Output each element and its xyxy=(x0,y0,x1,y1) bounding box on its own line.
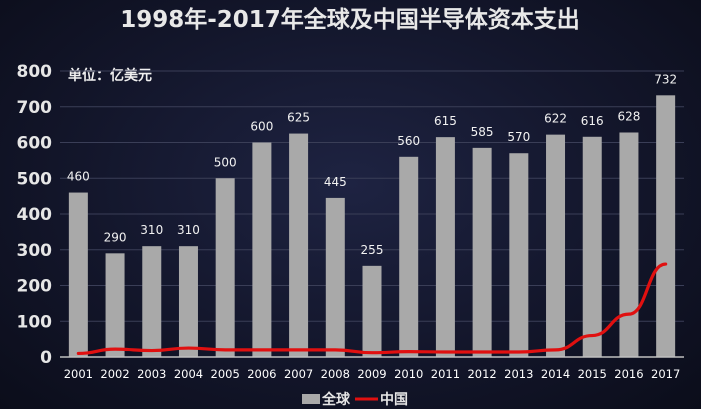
data-label-2015: 616 xyxy=(581,114,604,128)
data-label-2013: 570 xyxy=(507,130,530,144)
x-tick-2013: 2013 xyxy=(504,367,533,381)
y-tick-600: 600 xyxy=(17,134,53,154)
y-tick-500: 500 xyxy=(17,169,53,189)
y-tick-400: 400 xyxy=(17,205,53,225)
line-china xyxy=(76,262,668,356)
y-tick-0: 0 xyxy=(40,348,52,368)
x-tick-2002: 2002 xyxy=(100,367,129,381)
data-label-2007: 625 xyxy=(287,111,310,125)
unit-label: 单位：亿美元 xyxy=(68,67,152,84)
x-tick-2005: 2005 xyxy=(211,367,240,381)
chart-title: 1998年-2017年全球及中国半导体资本支出 xyxy=(120,6,580,33)
data-label-2004: 310 xyxy=(177,223,200,237)
x-tick-2017: 2017 xyxy=(651,367,680,381)
x-tick-2008: 2008 xyxy=(321,367,350,381)
x-tick-2016: 2016 xyxy=(614,367,643,381)
bar-2008 xyxy=(325,197,345,357)
y-tick-700: 700 xyxy=(17,98,53,118)
x-tick-2004: 2004 xyxy=(174,367,203,381)
bar-2014 xyxy=(546,134,566,357)
bar-2015 xyxy=(582,136,602,357)
legend: 全球 中国 xyxy=(302,391,408,408)
x-tick-2014: 2014 xyxy=(541,367,570,381)
data-label-2008: 445 xyxy=(324,175,347,189)
x-tick-2012: 2012 xyxy=(467,367,496,381)
data-label-2010: 560 xyxy=(397,134,420,148)
x-tick-2003: 2003 xyxy=(137,367,166,381)
data-label-2009: 255 xyxy=(361,243,384,257)
x-tick-2007: 2007 xyxy=(284,367,313,381)
data-label-2003: 310 xyxy=(140,223,163,237)
bar-2007 xyxy=(289,133,309,357)
legend-swatch-global xyxy=(302,394,320,404)
x-tick-2011: 2011 xyxy=(431,367,460,381)
x-tick-2009: 2009 xyxy=(357,367,386,381)
x-axis-ticks: 2001 2002 2003 2004 2005 2006 2007 2008 2009 2010… xyxy=(64,367,681,381)
bar-2004 xyxy=(178,246,198,357)
data-label-2005: 500 xyxy=(214,155,237,169)
bar-2013 xyxy=(509,153,529,357)
bar-2017 xyxy=(656,95,676,357)
x-tick-2001: 2001 xyxy=(64,367,93,381)
bar-2011 xyxy=(435,137,455,357)
bars-series xyxy=(68,95,676,357)
data-label-2001: 460 xyxy=(67,170,90,184)
legend-label-global: 全球 xyxy=(321,391,351,408)
y-tick-300: 300 xyxy=(17,241,53,261)
y-tick-200: 200 xyxy=(17,277,53,297)
x-tick-2010: 2010 xyxy=(394,367,423,381)
bar-2003 xyxy=(142,246,162,357)
data-label-2017: 732 xyxy=(654,72,677,86)
y-axis-ticks: 0 100 200 300 400 500 600 700 800 xyxy=(17,62,53,368)
y-tick-100: 100 xyxy=(17,312,53,332)
bar-2012 xyxy=(472,147,492,357)
data-label-2006: 600 xyxy=(250,120,273,134)
data-labels: 460 290 310 310 500 600 625 445 255 560 615 585 570 6… xyxy=(67,72,677,257)
legend-label-china: 中国 xyxy=(380,391,408,408)
data-label-2011: 615 xyxy=(434,114,457,128)
bar-2005 xyxy=(215,178,235,357)
bar-2009 xyxy=(362,265,382,357)
bar-2001 xyxy=(68,192,88,357)
bar-2010 xyxy=(399,156,419,357)
line-series xyxy=(76,262,668,356)
bar-2006 xyxy=(252,142,272,357)
bar-2002 xyxy=(105,253,125,357)
data-label-2016: 628 xyxy=(617,109,640,123)
data-label-2014: 622 xyxy=(544,112,567,126)
x-tick-2015: 2015 xyxy=(578,367,607,381)
bar-2016 xyxy=(619,132,639,357)
x-tick-2006: 2006 xyxy=(247,367,276,381)
gridlines xyxy=(60,70,684,322)
y-tick-800: 800 xyxy=(17,62,53,82)
data-label-2012: 585 xyxy=(471,125,494,139)
data-label-2002: 290 xyxy=(104,230,127,244)
